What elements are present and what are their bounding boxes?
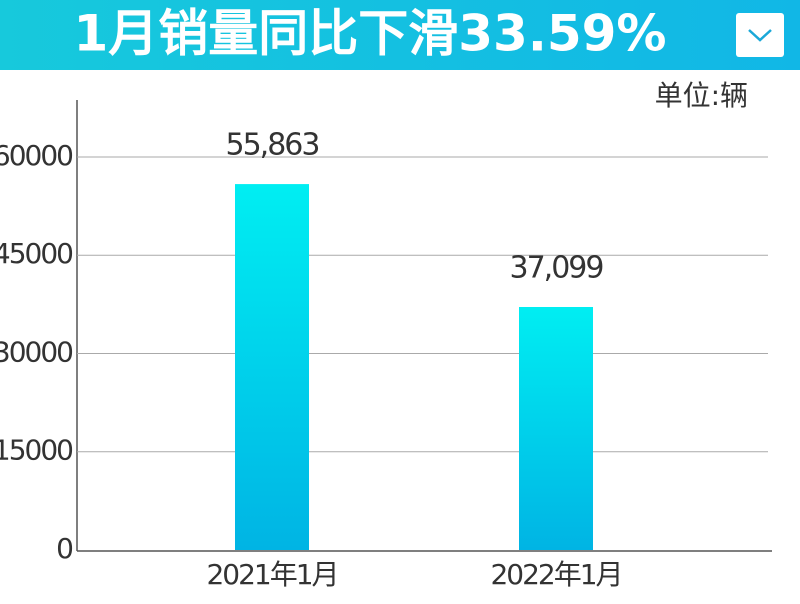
y-tick-label: 30000 bbox=[0, 335, 72, 368]
dropdown-button[interactable] bbox=[736, 13, 784, 57]
value-label: 55,863 bbox=[226, 128, 319, 163]
title-banner bbox=[0, 0, 800, 70]
bar bbox=[519, 306, 593, 550]
y-tick-label: 0 bbox=[56, 532, 72, 565]
unit-label: 单位:辆 bbox=[655, 79, 748, 112]
x-tick-label: 2021年1月 bbox=[206, 558, 337, 591]
bar bbox=[235, 184, 309, 551]
x-tick-label: 2022年1月 bbox=[490, 558, 621, 591]
y-tick-label: 60000 bbox=[0, 139, 72, 172]
chart-title: 1月销量同比下滑33.59% bbox=[73, 5, 666, 63]
y-tick-label: 15000 bbox=[0, 434, 72, 467]
value-label: 37,099 bbox=[510, 250, 603, 285]
y-tick-label: 45000 bbox=[0, 237, 72, 270]
